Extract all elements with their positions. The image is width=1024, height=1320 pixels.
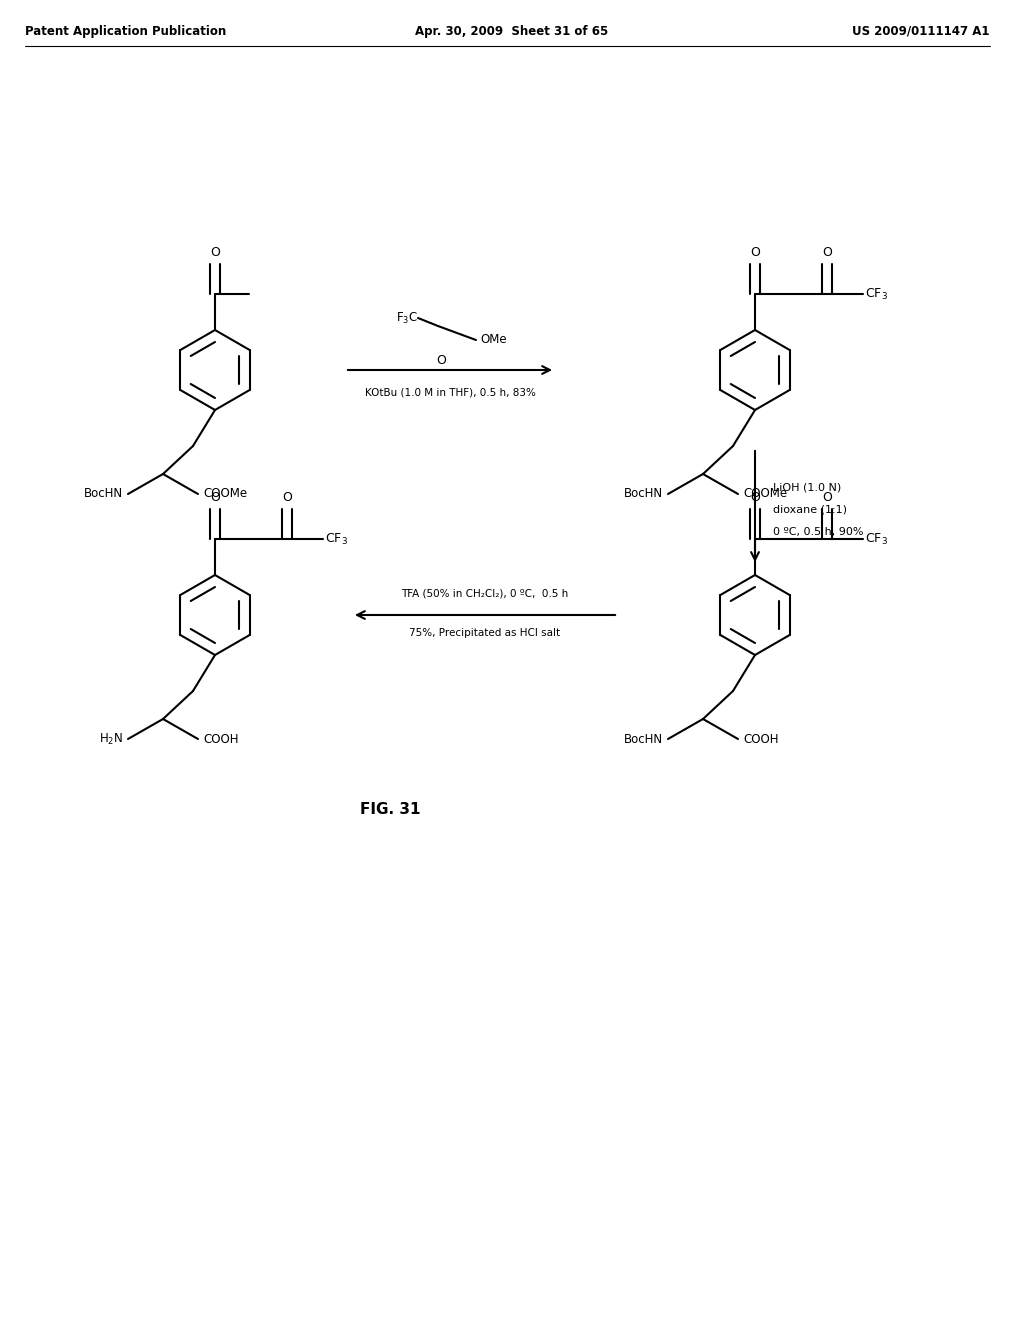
Text: O: O: [436, 354, 445, 367]
Text: CF$_3$: CF$_3$: [865, 532, 888, 546]
Text: BocHN: BocHN: [84, 487, 123, 500]
Text: US 2009/0111147 A1: US 2009/0111147 A1: [853, 25, 990, 38]
Text: FIG. 31: FIG. 31: [359, 803, 420, 817]
Text: COOH: COOH: [203, 733, 239, 746]
Text: O: O: [282, 491, 292, 504]
Text: F$_3$C: F$_3$C: [396, 310, 418, 326]
Text: OMe: OMe: [480, 334, 507, 346]
Text: COOMe: COOMe: [743, 487, 787, 500]
Text: COOH: COOH: [743, 733, 778, 746]
Text: BocHN: BocHN: [624, 733, 663, 746]
Text: 75%, Precipitated as HCl salt: 75%, Precipitated as HCl salt: [410, 628, 560, 638]
Text: KOtBu (1.0 M in THF), 0.5 h, 83%: KOtBu (1.0 M in THF), 0.5 h, 83%: [365, 387, 536, 397]
Text: LiOH (1.0 N): LiOH (1.0 N): [773, 483, 842, 492]
Text: CF$_3$: CF$_3$: [865, 286, 888, 301]
Text: Patent Application Publication: Patent Application Publication: [25, 25, 226, 38]
Text: CF$_3$: CF$_3$: [325, 532, 348, 546]
Text: O: O: [750, 247, 760, 260]
Text: BocHN: BocHN: [624, 487, 663, 500]
Text: COOMe: COOMe: [203, 487, 247, 500]
Text: O: O: [210, 247, 220, 260]
Text: O: O: [750, 491, 760, 504]
Text: O: O: [822, 491, 831, 504]
Text: dioxane (1:1): dioxane (1:1): [773, 506, 847, 515]
Text: TFA (50% in CH₂Cl₂), 0 ºC,  0.5 h: TFA (50% in CH₂Cl₂), 0 ºC, 0.5 h: [401, 587, 568, 598]
Text: O: O: [822, 247, 831, 260]
Text: H$_2$N: H$_2$N: [99, 731, 123, 747]
Text: Apr. 30, 2009  Sheet 31 of 65: Apr. 30, 2009 Sheet 31 of 65: [416, 25, 608, 38]
Text: 0 ºC, 0.5 h, 90%: 0 ºC, 0.5 h, 90%: [773, 527, 863, 537]
Text: O: O: [210, 491, 220, 504]
